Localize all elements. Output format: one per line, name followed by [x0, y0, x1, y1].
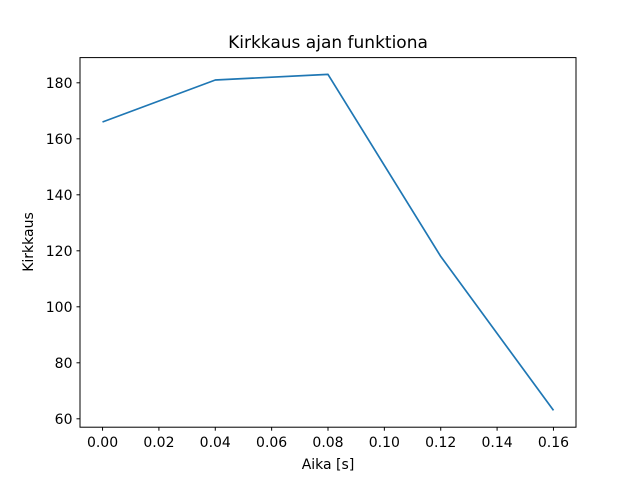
x-axis-label: Aika [s]	[302, 457, 355, 473]
x-tick-label: 0.00	[87, 435, 118, 451]
x-tick-label: 0.10	[369, 435, 400, 451]
axis-ticks: 0.00 0.02 0.04 0.06 0.08 0.10 0.12 0.14 0.16 60 80…	[46, 76, 569, 451]
x-tick-label: 0.08	[312, 435, 343, 451]
y-tick-label: 120	[46, 244, 73, 260]
y-tick-label: 140	[46, 188, 73, 204]
x-tick-label: 0.12	[425, 435, 456, 451]
x-tick-label: 0.04	[200, 435, 231, 451]
x-tick-label: 0.02	[143, 435, 174, 451]
plot-border	[79, 57, 577, 428]
y-tick-label: 60	[55, 412, 73, 428]
x-tick-label: 0.06	[256, 435, 287, 451]
y-tick-label: 180	[46, 76, 73, 92]
series-line	[102, 73, 555, 411]
x-tick-label: 0.14	[482, 435, 513, 451]
y-axis-label: Kirkkaus	[21, 212, 37, 272]
y-tick-label: 100	[46, 300, 73, 316]
y-tick-label: 160	[46, 132, 73, 148]
chart-title: Kirkkaus ajan funktiona	[228, 33, 428, 53]
y-tick-label: 80	[55, 356, 73, 372]
x-tick-label: 0.16	[538, 435, 569, 451]
